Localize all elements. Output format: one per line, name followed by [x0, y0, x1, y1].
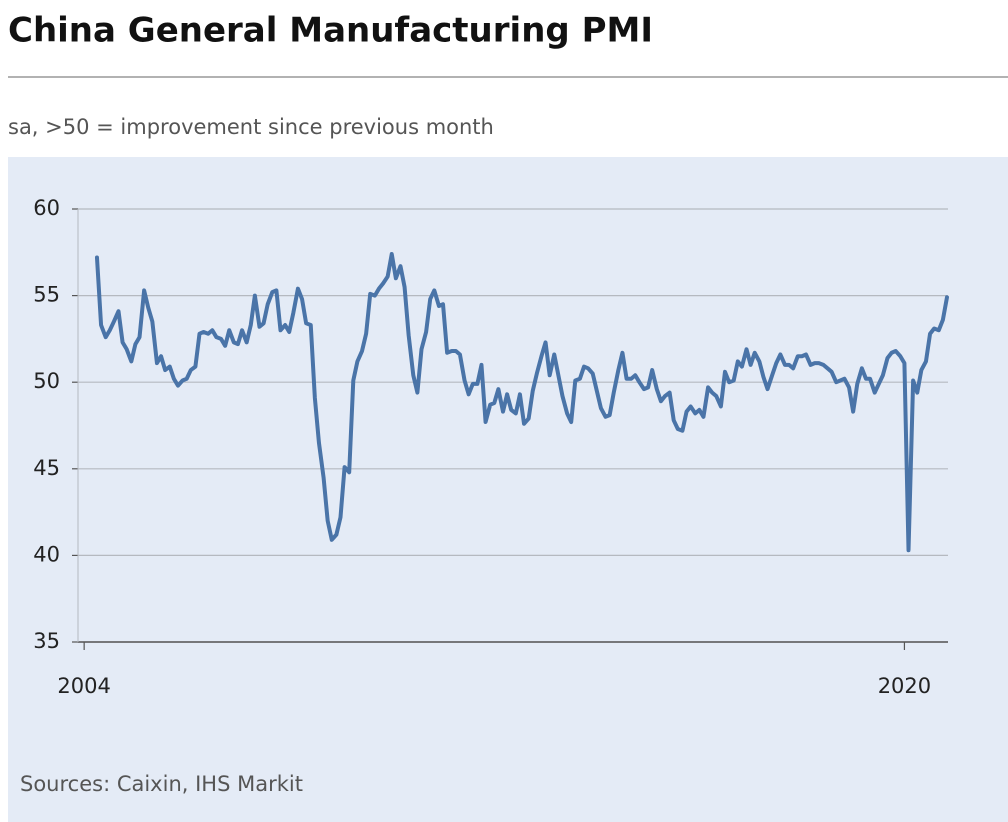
x-tick-label: 2020 — [878, 674, 931, 698]
x-tick-label: 2004 — [57, 674, 110, 698]
y-tick-label: 55 — [33, 283, 60, 307]
chart-title: China General Manufacturing PMI — [8, 11, 653, 51]
plot-background — [8, 157, 1008, 822]
y-tick-label: 40 — [33, 542, 60, 566]
y-tick-label: 45 — [33, 456, 60, 480]
y-tick-label: 50 — [33, 369, 60, 393]
y-tick-label: 60 — [33, 196, 60, 220]
chart-subtitle: sa, >50 = improvement since previous mon… — [8, 115, 494, 139]
source-note: Sources: Caixin, IHS Markit — [20, 772, 303, 796]
y-tick-label: 35 — [33, 629, 60, 653]
data-line — [94, 252, 949, 553]
